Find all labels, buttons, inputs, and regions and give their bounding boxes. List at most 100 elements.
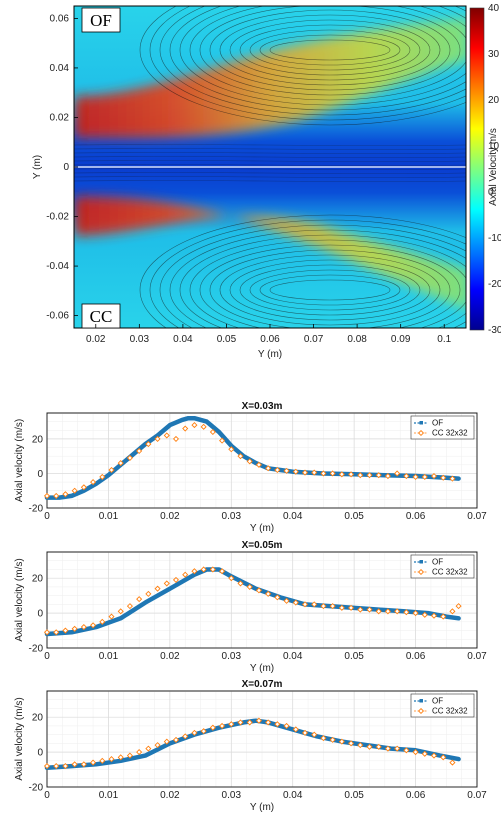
streamline-upper bbox=[269, 39, 391, 61]
xtick-label: 0.02 bbox=[160, 790, 180, 801]
series-marker-cc bbox=[311, 601, 318, 608]
series-marker-cc bbox=[237, 453, 244, 460]
series-marker-cc bbox=[136, 447, 143, 455]
series-marker-cc bbox=[43, 629, 51, 636]
streamline-lower bbox=[209, 249, 451, 328]
streamlines bbox=[74, 6, 466, 328]
series-marker-cc bbox=[384, 745, 391, 752]
ytick-label: -20 bbox=[29, 504, 44, 515]
series-marker-cc bbox=[421, 611, 428, 618]
series-marker-cc bbox=[311, 469, 318, 476]
series-marker-cc bbox=[394, 470, 401, 477]
streamline-lower bbox=[239, 264, 421, 316]
series-marker-cc bbox=[191, 568, 198, 575]
series-marker-cc bbox=[237, 719, 244, 726]
series-marker-cc bbox=[421, 473, 428, 480]
streamline-upper bbox=[209, 9, 451, 91]
xtick-label: 0.02 bbox=[160, 651, 180, 662]
streamline-core bbox=[74, 144, 466, 146]
streamline-lower bbox=[229, 259, 431, 321]
series-marker-cc bbox=[219, 437, 226, 444]
ytick-label: 0 bbox=[37, 469, 43, 480]
legend-marker-of bbox=[419, 560, 423, 564]
series-marker-cc bbox=[228, 575, 235, 582]
series-marker-cc bbox=[200, 566, 207, 573]
xtick-label: 0 bbox=[44, 511, 50, 522]
series-marker-cc bbox=[455, 603, 462, 610]
series-marker-cc bbox=[182, 425, 189, 432]
series-marker-cc bbox=[126, 454, 133, 461]
series-marker-cc bbox=[126, 603, 133, 610]
series-marker-cc bbox=[172, 576, 180, 583]
colorbar-tick-label: 30 bbox=[488, 49, 500, 60]
series-marker-cc bbox=[412, 749, 419, 756]
x-axis-label: Y (m) bbox=[250, 663, 274, 674]
series-marker-cc bbox=[366, 743, 373, 750]
series-marker-cc bbox=[292, 726, 299, 733]
heatmap-ytick-label: 0.06 bbox=[50, 13, 70, 24]
colorbar-tick-label: 40 bbox=[488, 3, 500, 14]
series-marker-cc bbox=[375, 743, 382, 750]
series-marker-cc bbox=[53, 763, 60, 770]
colorbar bbox=[469, 7, 485, 331]
series-marker-cc bbox=[440, 613, 447, 620]
series-marker-cc bbox=[320, 470, 327, 477]
colorbar-ticks: 40 30 20 10 0 -10 -20 -30 bbox=[488, 3, 501, 336]
xtick-label: 0.05 bbox=[344, 511, 364, 522]
series-marker-cc bbox=[274, 721, 281, 728]
series-marker-cc bbox=[172, 435, 180, 442]
lower-jet-band bbox=[74, 196, 466, 309]
series-marker-cc bbox=[338, 738, 345, 745]
series-marker-cc bbox=[228, 446, 235, 453]
streamline-core bbox=[74, 164, 466, 166]
series-marker-cc bbox=[71, 625, 78, 632]
streamline-upper bbox=[159, 6, 466, 116]
series-marker-cc bbox=[403, 473, 410, 480]
heatmap-xtick-label: 0.1 bbox=[437, 334, 451, 345]
streamline-lower bbox=[139, 214, 466, 328]
legend-box bbox=[410, 415, 475, 440]
heatmap-ticks: 0.02 0.03 0.04 0.05 0.06 0.07 0.08 0.09 0.1 0.06 0… bbox=[46, 13, 451, 345]
streamline-core bbox=[74, 172, 466, 174]
xtick-label: 0.03 bbox=[222, 790, 242, 801]
streamline-core bbox=[74, 180, 466, 182]
series-marker-cc bbox=[329, 470, 336, 477]
series-marker-cc bbox=[412, 610, 419, 617]
series-marker-cc bbox=[126, 752, 133, 759]
ytick-label: 0 bbox=[37, 609, 43, 620]
heatmap-xtick-label: 0.06 bbox=[260, 334, 280, 345]
xtick-label: 0.03 bbox=[222, 511, 242, 522]
series-marker-cc bbox=[265, 590, 272, 597]
xtick-label: 0.01 bbox=[99, 511, 119, 522]
series-marker-cc bbox=[403, 609, 410, 616]
series-marker-cc bbox=[80, 484, 87, 491]
series-marker-cc bbox=[357, 742, 364, 749]
heatmap-xtick-label: 0.04 bbox=[173, 334, 193, 345]
series-marker-cc bbox=[292, 468, 299, 475]
legend-marker-cc bbox=[417, 429, 425, 437]
series-marker-cc bbox=[329, 736, 336, 743]
xtick-label: 0.04 bbox=[283, 511, 303, 522]
series-marker-cc bbox=[62, 627, 69, 634]
xtick-label: 0.06 bbox=[406, 790, 426, 801]
series-marker-cc bbox=[62, 491, 69, 498]
colorbar-tick-label: -20 bbox=[488, 279, 501, 290]
series-marker-cc bbox=[200, 423, 207, 430]
series-marker-cc bbox=[403, 747, 410, 754]
streamline-upper bbox=[229, 19, 431, 81]
heatmap-ytick-label: 0.04 bbox=[50, 63, 70, 74]
series-marker-cc bbox=[320, 735, 327, 742]
heatmap-xtick-label: 0.09 bbox=[391, 334, 411, 345]
legend-label-of: OF bbox=[432, 419, 443, 428]
streamline-upper bbox=[219, 14, 441, 86]
chart-title: X=0.05m bbox=[242, 540, 283, 551]
streamline-core bbox=[74, 176, 466, 178]
xtick-label: 0.03 bbox=[222, 651, 242, 662]
series-marker-cc bbox=[145, 441, 152, 448]
xtick-label: 0.04 bbox=[283, 651, 303, 662]
series-marker-cc bbox=[219, 568, 226, 575]
series-marker-cc bbox=[338, 471, 345, 478]
colorbar-tick-label: 0 bbox=[488, 187, 494, 198]
streamline-lower bbox=[219, 254, 441, 326]
plot-frame bbox=[46, 412, 478, 509]
